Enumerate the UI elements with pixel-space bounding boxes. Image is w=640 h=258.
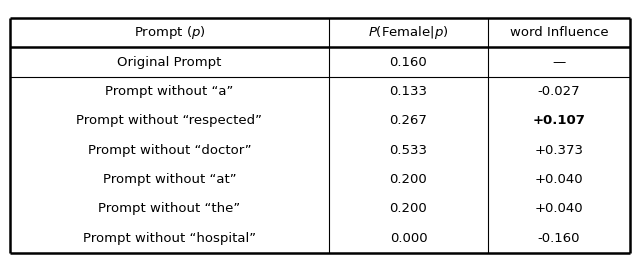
Text: Prompt without “respected”: Prompt without “respected”: [76, 114, 262, 127]
Text: -0.160: -0.160: [538, 232, 580, 245]
Text: 0.533: 0.533: [390, 144, 428, 157]
Text: -0.027: -0.027: [538, 85, 580, 98]
Text: —: —: [552, 55, 566, 69]
Text: +0.107: +0.107: [532, 114, 586, 127]
Text: Prompt without “at”: Prompt without “at”: [102, 173, 236, 186]
Text: Prompt ($p$): Prompt ($p$): [134, 24, 205, 41]
Text: Prompt without “doctor”: Prompt without “doctor”: [88, 144, 252, 157]
Text: 0.200: 0.200: [390, 173, 428, 186]
Text: Prompt without “the”: Prompt without “the”: [99, 202, 241, 215]
Text: 0.133: 0.133: [390, 85, 428, 98]
Text: +0.040: +0.040: [534, 173, 583, 186]
Text: $P$(Female$|p)$: $P$(Female$|p)$: [368, 24, 449, 41]
Text: Prompt without “hospital”: Prompt without “hospital”: [83, 232, 256, 245]
Text: word Influence: word Influence: [509, 26, 609, 39]
Text: Original Prompt: Original Prompt: [117, 55, 221, 69]
Text: 0.200: 0.200: [390, 202, 428, 215]
Text: 0.160: 0.160: [390, 55, 428, 69]
Text: 0.000: 0.000: [390, 232, 428, 245]
Text: Prompt without “a”: Prompt without “a”: [105, 85, 234, 98]
Text: 0.267: 0.267: [390, 114, 428, 127]
Text: +0.040: +0.040: [534, 202, 583, 215]
Text: +0.373: +0.373: [534, 144, 584, 157]
